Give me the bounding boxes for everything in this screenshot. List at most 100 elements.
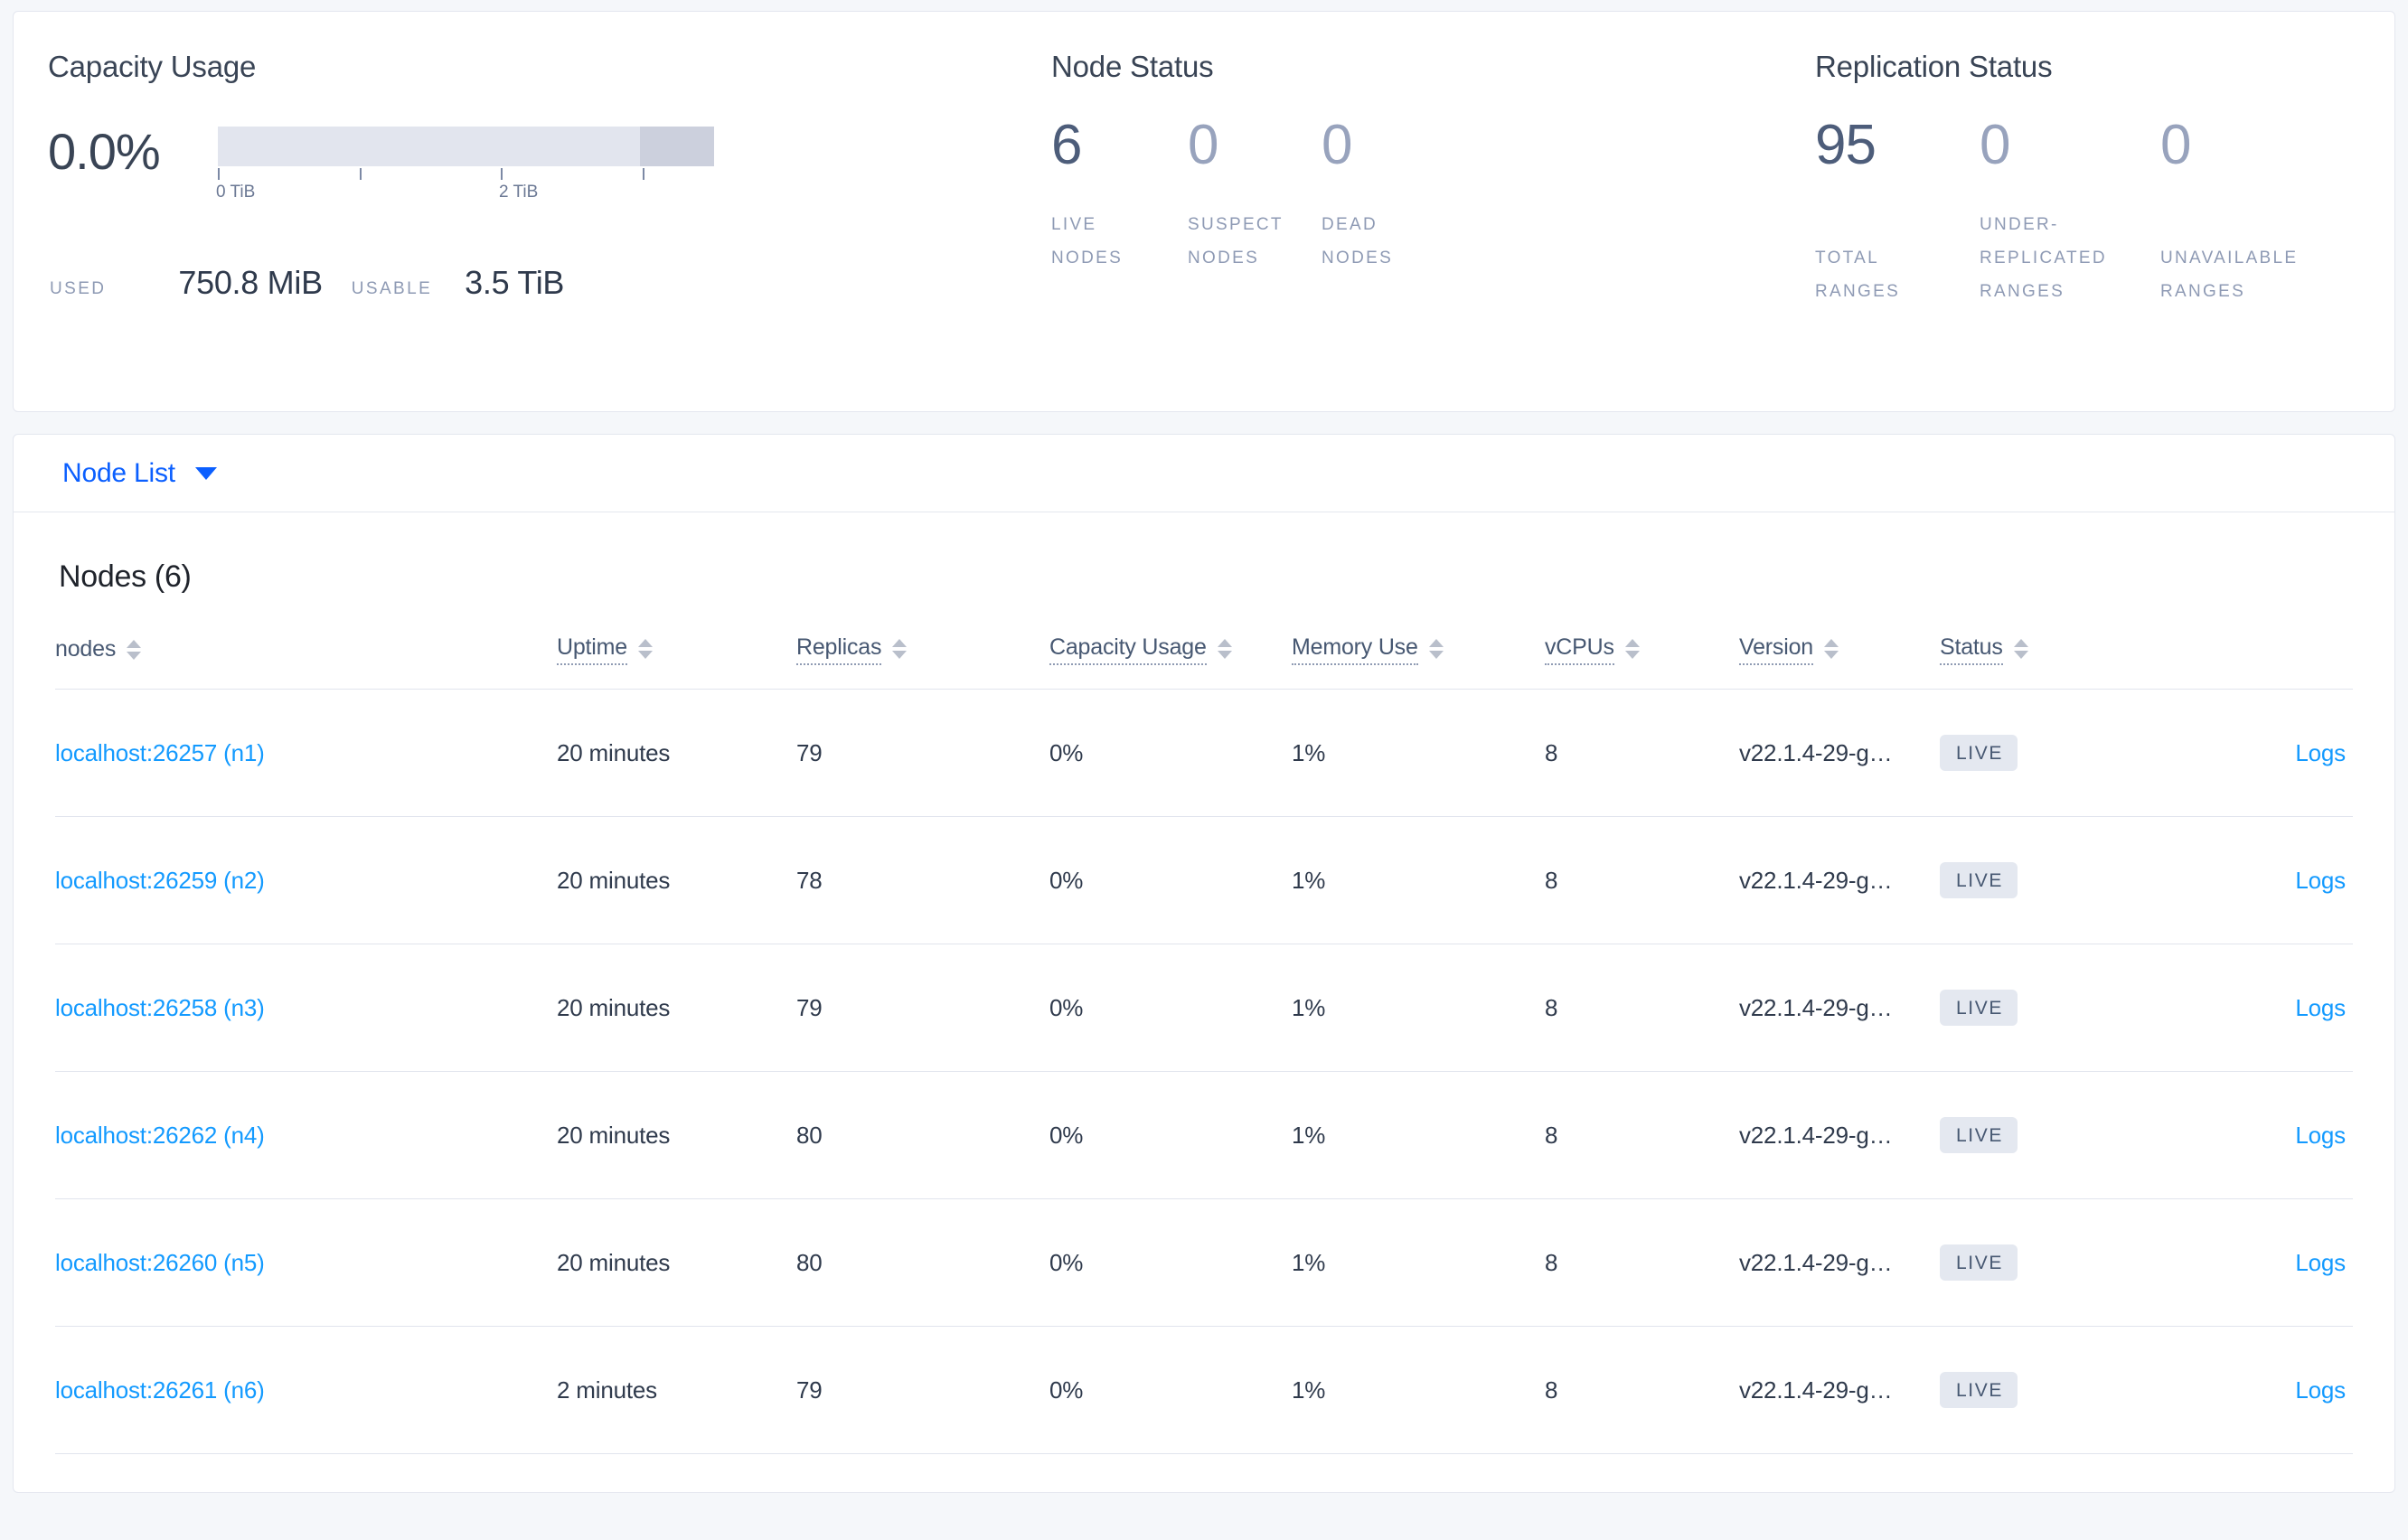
column-header-capacity-usage[interactable]: Capacity Usage: [1049, 634, 1292, 690]
memory-cell: 1%: [1292, 816, 1545, 944]
sort-toggle-icon[interactable]: [127, 640, 142, 662]
node-list-card: Node List Nodes (6) nodes: [13, 434, 2395, 1493]
capacity-cell: 0%: [1049, 1071, 1292, 1199]
node-link[interactable]: localhost:26260 (n5): [55, 1248, 265, 1276]
sort-toggle-icon[interactable]: [638, 639, 653, 661]
caret-up-icon: [892, 639, 908, 647]
logs-cell: Logs: [2270, 1326, 2353, 1454]
node-address-cell: localhost:26260 (n5): [55, 1198, 557, 1327]
logs-link[interactable]: Logs: [2295, 1121, 2346, 1149]
node-address-cell: localhost:26262 (n4): [55, 1071, 557, 1199]
column-header-uptime[interactable]: Uptime: [557, 634, 796, 690]
total-ranges-caption-line2: RANGES: [1815, 282, 1901, 301]
capacity-bar-axis: 0 TiB 2 TiB: [216, 168, 714, 208]
node-link[interactable]: localhost:26257 (n1): [55, 738, 265, 766]
under-replicated-ranges-caption-line0: UNDER-: [1980, 215, 2059, 234]
column-header-status[interactable]: Status: [1940, 634, 2270, 690]
sort-toggle-icon[interactable]: [1824, 639, 1839, 661]
vcpus-cell: 8: [1545, 816, 1739, 944]
logs-link[interactable]: Logs: [2295, 993, 2346, 1021]
caret-up-icon: [1428, 639, 1444, 647]
sort-toggle-icon[interactable]: [892, 639, 908, 661]
sort-toggle-icon[interactable]: [1624, 639, 1640, 661]
table-row: localhost:26262 (n4) 20 minutes 80 0% 1%…: [55, 1071, 2353, 1199]
column-header-replicas-label: Replicas: [796, 634, 881, 665]
replication-status-panel: Replication Status 95 TOTAL RANGES 0 UND…: [1797, 52, 2394, 411]
memory-cell: 1%: [1292, 1198, 1545, 1327]
caret-down-icon: [1428, 651, 1444, 659]
table-row: localhost:26258 (n3) 20 minutes 79 0% 1%…: [55, 944, 2353, 1072]
uptime-cell: 20 minutes: [557, 944, 796, 1072]
table-row: localhost:26259 (n2) 20 minutes 78 0% 1%…: [55, 816, 2353, 944]
capacity-cell: 0%: [1049, 816, 1292, 944]
caret-down-icon: [1824, 651, 1839, 659]
column-header-capacity-usage-label: Capacity Usage: [1049, 634, 1207, 665]
capacity-percent-value: 0.0%: [48, 123, 161, 180]
vcpus-cell: 8: [1545, 1198, 1739, 1327]
total-ranges-caption-line0: [1815, 208, 1951, 241]
caret-up-icon: [1217, 639, 1232, 647]
suspect-nodes-caption-line2: NODES: [1188, 249, 1260, 268]
vcpus-cell: 8: [1545, 689, 1739, 817]
cluster-summary-card: Capacity Usage 0.0% 0 TiB 2 TiB: [13, 11, 2395, 412]
status-cell: LIVE: [1940, 1326, 2270, 1454]
status-cell: LIVE: [1940, 816, 2270, 944]
status-cell: LIVE: [1940, 944, 2270, 1072]
logs-link[interactable]: Logs: [2295, 866, 2346, 894]
live-nodes-caption-line2: NODES: [1051, 249, 1124, 268]
chevron-down-icon: [194, 466, 217, 480]
version-cell: v22.1.4-29-g…: [1739, 944, 1940, 1072]
table-row: localhost:26257 (n1) 20 minutes 79 0% 1%…: [55, 689, 2353, 817]
logs-cell: Logs: [2270, 944, 2353, 1072]
column-header-replicas[interactable]: Replicas: [796, 634, 1049, 690]
total-ranges-metric: 95 TOTAL RANGES: [1815, 117, 1980, 308]
column-header-memory-use-label: Memory Use: [1292, 634, 1418, 665]
column-header-vcpus-label: vCPUs: [1545, 634, 1614, 665]
uptime-cell: 20 minutes: [557, 816, 796, 944]
version-cell: v22.1.4-29-g…: [1739, 1071, 1940, 1199]
unavailable-ranges-value: 0: [2160, 114, 2191, 176]
capacity-bar-chart: 0 TiB 2 TiB: [216, 127, 714, 208]
node-link[interactable]: localhost:26258 (n3): [55, 993, 265, 1021]
column-header-version[interactable]: Version: [1739, 634, 1940, 690]
dead-nodes-metric: 0 DEAD NODES: [1322, 117, 1457, 275]
column-header-status-label: Status: [1940, 634, 2003, 665]
logs-link[interactable]: Logs: [2295, 1376, 2346, 1404]
node-list-dropdown-label: Node List: [62, 457, 175, 488]
axis-tick: [643, 168, 644, 180]
uptime-cell: 2 minutes: [557, 1326, 796, 1454]
live-nodes-metric: 6 LIVE NODES: [1051, 117, 1188, 275]
logs-link[interactable]: Logs: [2295, 1248, 2346, 1276]
node-address-cell: localhost:26261 (n6): [55, 1326, 557, 1454]
column-header-vcpus[interactable]: vCPUs: [1545, 634, 1739, 690]
status-cell: LIVE: [1940, 1071, 2270, 1199]
status-badge: LIVE: [1940, 1244, 2018, 1281]
under-replicated-ranges-metric: 0 UNDER- REPLICATED RANGES: [1980, 117, 2160, 308]
under-replicated-ranges-caption-line2: RANGES: [1980, 282, 2065, 301]
sort-toggle-icon[interactable]: [2013, 639, 2028, 661]
under-replicated-ranges-caption-line1: REPLICATED: [1980, 249, 2107, 268]
logs-link[interactable]: Logs: [2295, 738, 2346, 766]
caret-up-icon: [1824, 639, 1839, 647]
node-list-dropdown[interactable]: Node List: [62, 458, 217, 489]
node-link[interactable]: localhost:26261 (n6): [55, 1376, 265, 1404]
replicas-cell: 80: [796, 1198, 1049, 1327]
column-header-memory-use[interactable]: Memory Use: [1292, 634, 1545, 690]
version-cell: v22.1.4-29-g…: [1739, 816, 1940, 944]
node-address-cell: localhost:26257 (n1): [55, 689, 557, 817]
caret-down-icon: [1217, 651, 1232, 659]
table-row: localhost:26261 (n6) 2 minutes 79 0% 1% …: [55, 1326, 2353, 1454]
sort-toggle-icon[interactable]: [1428, 639, 1444, 661]
node-link[interactable]: localhost:26259 (n2): [55, 866, 265, 894]
node-link[interactable]: localhost:26262 (n4): [55, 1121, 265, 1149]
column-header-nodes[interactable]: nodes: [55, 634, 557, 690]
usable-label: USABLE: [351, 279, 433, 298]
status-badge: LIVE: [1940, 1117, 2018, 1153]
node-address-cell: localhost:26259 (n2): [55, 816, 557, 944]
node-address-cell: localhost:26258 (n3): [55, 944, 557, 1072]
replicas-cell: 78: [796, 816, 1049, 944]
status-badge: LIVE: [1940, 735, 2018, 771]
sort-toggle-icon[interactable]: [1217, 639, 1232, 661]
unavailable-ranges-caption-line2: RANGES: [2160, 282, 2246, 301]
status-badge: LIVE: [1940, 1372, 2018, 1408]
